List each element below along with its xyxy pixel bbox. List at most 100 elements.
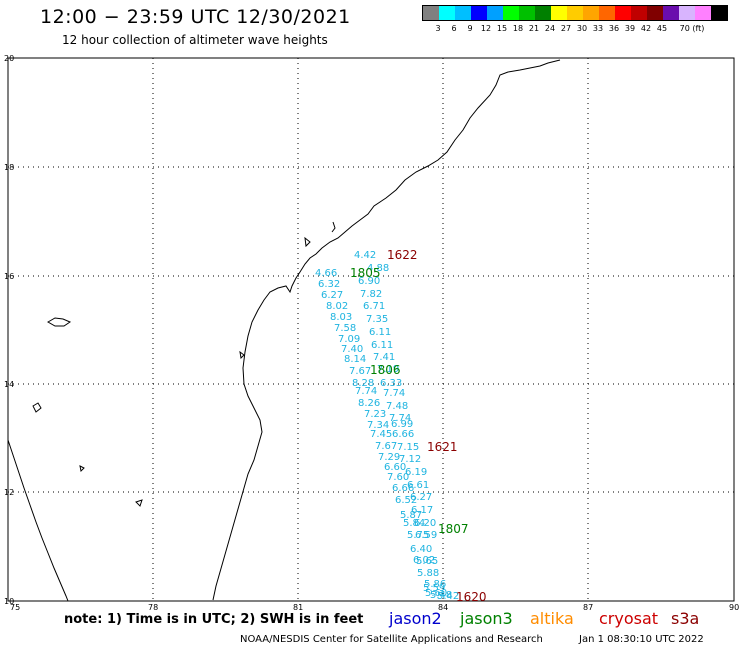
swh-value: 6.66 [392, 429, 414, 440]
swh-value: 6.27 [410, 492, 432, 503]
swh-value: 8.28 [352, 378, 374, 389]
swh-value: 4.42 [354, 250, 376, 261]
swh-value: 5.42 [437, 591, 459, 602]
color-swatch [455, 6, 471, 20]
swh-value: 7.12 [399, 454, 421, 465]
color-scale-label: 15 [496, 24, 508, 33]
map-gridlines [8, 58, 734, 601]
swh-value: 6.33 [380, 378, 402, 389]
color-swatch [663, 6, 679, 20]
swh-value: 5.87 [400, 510, 422, 521]
pass-time-label: 1622 [387, 248, 418, 262]
color-swatch [615, 6, 631, 20]
swh-value-labels: 4.42 4.66 4.88 6.90 6.32 7.82 6.27 6.71 8.02 7.35… [315, 250, 459, 602]
color-scale-label: 9 [467, 24, 473, 33]
color-swatch [439, 6, 455, 20]
swh-value: 8.03 [330, 312, 352, 323]
swh-value: 7.15 [397, 442, 419, 453]
pass-time-labels: 1622 1805 1806 1621 1807 1620 [350, 248, 487, 604]
longitude-tick-label: 81 [293, 603, 303, 612]
swh-value: 7.82 [360, 289, 382, 300]
island-shape [32, 402, 42, 413]
latitude-tick-label: 12 [4, 488, 14, 497]
swh-value: 7.58 [334, 323, 356, 334]
satellite-legend-item: cryosat [599, 609, 659, 628]
satellite-legend-item: altika [530, 609, 574, 628]
swh-value: 7.09 [338, 334, 360, 345]
color-swatch [551, 6, 567, 20]
swh-value: 7.35 [366, 314, 388, 325]
swh-value: 5.48 [430, 590, 452, 601]
swh-value: 6.19 [405, 467, 427, 478]
swh-value: 7.67 [349, 366, 371, 377]
axis-tick-labels: 75 78 81 84 87 90 20 18 16 14 12 10 [4, 54, 739, 612]
color-scale-label: 39 [624, 24, 636, 33]
color-scale-swatches [422, 5, 728, 21]
swh-value: 5.65 [416, 556, 438, 567]
color-scale-labels: 3 6 9 12 15 18 21 24 27 30 33 36 39 42 45 70 (ft) [422, 21, 728, 35]
swh-value: 6.61 [407, 480, 429, 491]
swh-value: 6.27 [321, 290, 343, 301]
color-scale-label: 36 [608, 24, 620, 33]
swh-value: 6.11 [371, 340, 393, 351]
swh-value: 7.45 [370, 429, 392, 440]
swh-value: 7.67 [375, 441, 397, 452]
pass-time-label: 1807 [438, 522, 469, 536]
color-scale-label: 24 [544, 24, 556, 33]
color-swatch [711, 6, 727, 20]
swh-value: 7.48 [386, 401, 408, 412]
pass-time-label: 1621 [427, 440, 458, 454]
swh-value: 7.23 [364, 409, 386, 420]
longitude-tick-label: 78 [148, 603, 158, 612]
east-coastline [212, 59, 561, 601]
color-scale-label: 18 [512, 24, 524, 33]
color-swatch [679, 6, 695, 20]
swh-value: 5.75 [407, 530, 429, 541]
color-scale-label: 45 [656, 24, 668, 33]
longitude-tick-label: 84 [438, 603, 448, 612]
map-frame [7, 57, 735, 602]
swh-value: 7.60 [387, 472, 409, 483]
satellite-legend-item: jason2 [389, 609, 442, 628]
island-shape [304, 236, 311, 248]
island-shape [331, 221, 336, 233]
color-scale-label: 21 [528, 24, 540, 33]
satellite-legend-item: s3a [671, 609, 700, 628]
swh-value: 7.41 [373, 352, 395, 363]
west-coastline [7, 439, 69, 602]
color-swatch [519, 6, 535, 20]
color-swatch [503, 6, 519, 20]
satellite-legend-item: jason3 [460, 609, 513, 628]
island-shape [239, 350, 245, 360]
swh-value: 4.88 [367, 263, 389, 274]
wave-height-color-scale: 3 6 9 12 15 18 21 24 27 30 33 36 39 42 45 70 (ft) [422, 5, 728, 35]
color-scale-label: 30 [576, 24, 588, 33]
coastline [7, 59, 561, 602]
swh-value: 7.40 [341, 344, 363, 355]
color-swatch [583, 6, 599, 20]
map-subtitle: 12 hour collection of altimeter wave hei… [62, 33, 328, 47]
swh-value: 4.66 [315, 268, 337, 279]
color-swatch [695, 6, 711, 20]
color-swatch [471, 6, 487, 20]
pass-time-label: 1806 [370, 363, 401, 377]
swh-value: 6.02 [413, 555, 435, 566]
color-scale-label: 6 [451, 24, 457, 33]
map-title: 12:00 − 23:59 UTC 12/30/2021 [40, 6, 351, 28]
swh-value: 5.86 [424, 579, 446, 590]
pass-time-label: 1805 [350, 266, 381, 280]
swh-value: 5.60 [425, 588, 447, 599]
color-scale-label: 3 [435, 24, 441, 33]
swh-value: 6.99 [391, 419, 413, 430]
color-swatch [647, 6, 663, 20]
latitude-tick-label: 18 [4, 163, 14, 172]
swh-value: 7.29 [378, 452, 400, 463]
swh-value: 8.14 [344, 354, 366, 365]
swh-value: 5.84 [403, 518, 425, 529]
credit-line: NOAA/NESDIS Center for Satellite Applica… [240, 634, 543, 645]
color-scale-label: 42 [640, 24, 652, 33]
latitude-tick-label: 20 [4, 54, 14, 63]
generated-timestamp: Jan 1 08:30:10 UTC 2022 [579, 634, 704, 645]
swh-value: 6.90 [358, 276, 380, 287]
